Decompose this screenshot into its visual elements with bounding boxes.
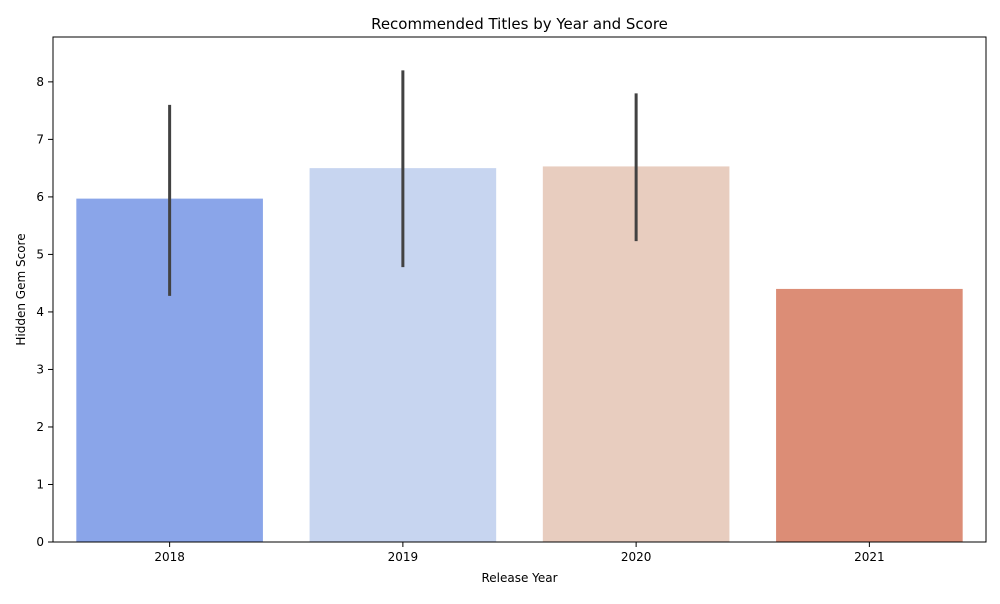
axes-layer bbox=[52, 36, 987, 543]
bars-layer bbox=[76, 166, 963, 543]
chart-title: Recommended Titles by Year and Score bbox=[371, 15, 668, 33]
y-tick-label-2: 2 bbox=[36, 420, 44, 434]
y-tick-label-5: 5 bbox=[36, 247, 44, 261]
y-axis-label: Hidden Gem Score bbox=[14, 233, 28, 345]
y-tick-label-1: 1 bbox=[36, 477, 44, 491]
bar-2021 bbox=[776, 288, 963, 542]
y-tick-label-0: 0 bbox=[36, 535, 44, 549]
x-axis-label: Release Year bbox=[481, 571, 557, 585]
x-tick-label-2021: 2021 bbox=[854, 550, 885, 564]
plot-frame bbox=[52, 36, 987, 543]
error-bars-layer bbox=[168, 70, 638, 296]
y-tick-label-8: 8 bbox=[36, 75, 44, 89]
ticks-layer: 2018 2019 2020 2021 0 1 2 3 4 5 6 7 8 bbox=[36, 75, 884, 564]
y-tick-label-3: 3 bbox=[36, 362, 44, 376]
x-tick-label-2019: 2019 bbox=[388, 550, 419, 564]
y-tick-label-6: 6 bbox=[36, 190, 44, 204]
y-tick-label-7: 7 bbox=[36, 132, 44, 146]
x-tick-label-2018: 2018 bbox=[154, 550, 185, 564]
x-tick-label-2020: 2020 bbox=[621, 550, 652, 564]
y-tick-label-4: 4 bbox=[36, 305, 44, 319]
